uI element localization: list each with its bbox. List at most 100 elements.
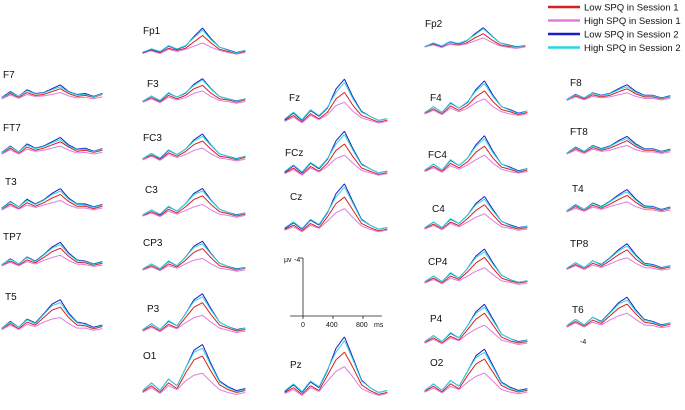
trace-tp8-series-1	[566, 257, 671, 271]
channel-label-fz: Fz	[289, 93, 300, 104]
trace-ft7-series-3	[1, 139, 103, 154]
trace-f3-series-0	[142, 84, 246, 103]
trace-p4-series-0	[424, 312, 528, 344]
trace-f7-series-1	[1, 92, 103, 100]
trace-c3-series-1	[142, 203, 246, 218]
panel-t6: T6	[566, 296, 671, 329]
trace-fp1-series-0	[142, 35, 246, 54]
trace-fc4-series-0	[424, 145, 528, 173]
trace-fz-series-0	[284, 92, 388, 123]
trace-o2-series-3	[424, 352, 528, 392]
scale-y-tick-label: -4	[294, 257, 300, 264]
panel-pz: Pz	[284, 336, 388, 396]
trace-fcz-series-0	[284, 143, 388, 175]
channel-label-o2: O2	[430, 358, 444, 369]
trace-t3-series-0	[1, 194, 103, 210]
channel-label-f7: F7	[3, 70, 15, 81]
trace-fc3-series-1	[142, 147, 246, 162]
channel-label-fc3: FC3	[143, 133, 162, 144]
trace-cp3-series-1	[142, 257, 246, 272]
trace-fcz-series-1	[284, 154, 388, 176]
panel-ft7: FT7	[1, 123, 103, 155]
panel-fp2: Fp2	[424, 19, 526, 49]
legend-label-2: Low SPQ in Session 2	[584, 30, 679, 41]
legend-label-0: Low SPQ in Session 1	[584, 3, 679, 14]
trace-cz-series-3	[284, 186, 388, 230]
trace-c3-series-3	[142, 190, 246, 216]
trace-fc4-series-1	[424, 154, 528, 174]
scale-x-tick-label-400: 400	[326, 322, 338, 329]
channel-label-pz: Pz	[290, 360, 302, 371]
channel-label-tp7: TP7	[3, 232, 22, 243]
trace-t6-series-1	[566, 312, 671, 329]
trace-t4-series-3	[566, 191, 671, 212]
panel-p4: P4	[424, 303, 528, 345]
trace-pz-series-1	[284, 366, 388, 396]
scale-x-unit-label: ms	[374, 322, 384, 329]
trace-cz-series-0	[284, 196, 388, 232]
erp-channel-panels: Fp1 Fp2 F7 F3 Fz F4 F8 FT7 FC3 FCz FC4 FT8 T3 C3 Cz C4 T…	[1, 19, 671, 396]
trace-f3-series-1	[142, 90, 246, 104]
trace-f8-series-0	[566, 88, 671, 101]
trace-t5-series-3	[1, 302, 103, 329]
trace-fc4-series-3	[424, 138, 528, 172]
panel-t5: T5	[1, 292, 103, 331]
panel-o2: O2	[424, 348, 528, 395]
trace-p3-series-3	[142, 296, 246, 331]
trace-o2-series-0	[424, 358, 528, 393]
trace-t4-series-0	[566, 195, 671, 212]
panel-fc3: FC3	[142, 133, 246, 162]
trace-tp8-series-3	[566, 245, 671, 269]
channel-label-o1: O1	[143, 351, 157, 362]
panel-c4: C4	[424, 196, 528, 231]
trace-c4-series-0	[424, 204, 528, 230]
channel-label-t5: T5	[5, 292, 17, 303]
panel-f3: F3	[142, 78, 246, 104]
trace-c4-series-1	[424, 213, 528, 231]
trace-cp3-series-3	[142, 243, 246, 270]
trace-t6-series-0	[566, 303, 671, 327]
trace-fz-series-1	[284, 101, 388, 124]
panel-p3: P3	[142, 293, 246, 333]
channel-label-p4: P4	[430, 314, 443, 325]
panel-cp3: CP3	[142, 238, 246, 272]
channel-label-ft7: FT7	[3, 123, 21, 134]
trace-o1-series-1	[142, 372, 246, 395]
trace-p3-series-1	[142, 314, 246, 333]
channel-label-f8: F8	[570, 78, 582, 89]
trace-fp1-series-1	[142, 42, 246, 55]
panel-ft8: FT8	[566, 127, 671, 155]
channel-label-cz: Cz	[290, 192, 302, 203]
trace-cz-series-1	[284, 208, 388, 233]
trace-c4-series-3	[424, 198, 528, 229]
trace-f4-series-3	[424, 83, 528, 115]
trace-f8-series-3	[566, 86, 671, 100]
trace-t3-series-1	[1, 200, 103, 211]
trace-cp3-series-0	[142, 248, 246, 271]
channel-label-t3: T3	[5, 177, 17, 188]
trace-tp7-series-3	[1, 244, 103, 266]
channel-label-c3: C3	[145, 185, 158, 196]
trace-cp4-series-3	[424, 251, 528, 283]
trace-cp4-series-1	[424, 267, 528, 285]
trace-t6-series-3	[566, 299, 671, 327]
panel-tp8: TP8	[566, 239, 671, 271]
channel-label-c4: C4	[432, 204, 445, 215]
scale-x-tick-label-0: 0	[301, 322, 305, 329]
panel-f8: F8	[566, 78, 671, 101]
trace-fp2-series-3	[424, 28, 526, 48]
trace-p4-series-3	[424, 306, 528, 343]
trace-f8-series-1	[566, 92, 671, 101]
trace-fcz-series-3	[284, 134, 388, 174]
trace-f4-series-0	[424, 90, 528, 116]
trace-fp2-series-1	[424, 37, 526, 49]
trace-cp4-series-0	[424, 257, 528, 284]
scale-y-unit-label: μv	[284, 257, 292, 264]
channel-label-f3: F3	[147, 79, 159, 90]
trace-pz-series-0	[284, 351, 388, 395]
trace-fz-series-3	[284, 82, 388, 121]
panel-cp4: CP4	[424, 248, 528, 285]
trace-ft7-series-0	[1, 141, 103, 154]
trace-p4-series-1	[424, 324, 528, 345]
